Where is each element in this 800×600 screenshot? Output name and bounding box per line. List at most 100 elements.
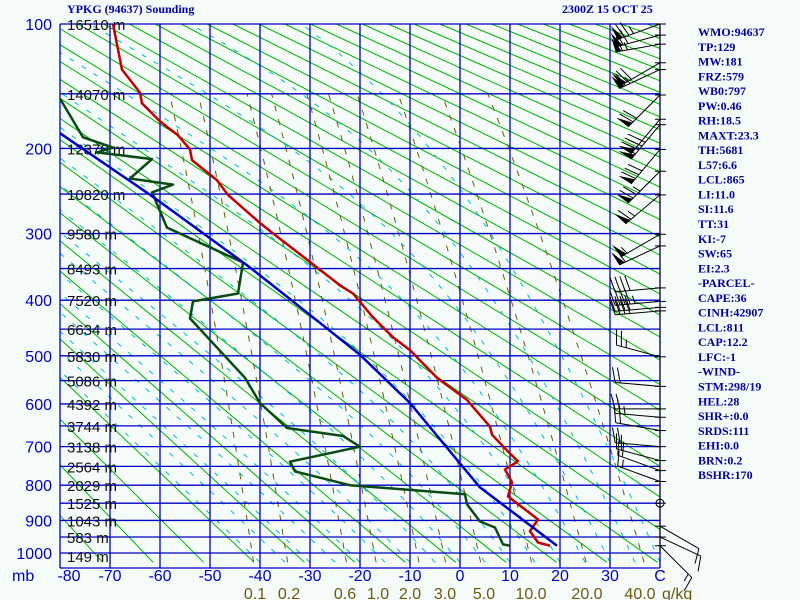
- dry-adiabat: [60, 464, 154, 563]
- mixing-ratio-line: [356, 93, 482, 563]
- barb-full: [621, 171, 636, 180]
- barb-full: [624, 289, 631, 305]
- barb-staff: [630, 149, 661, 185]
- sounding-index: BSHR:170: [698, 468, 753, 482]
- barb-pennant: [614, 213, 631, 224]
- barb-full: [616, 367, 621, 383]
- temperature-tick-label: -60: [148, 568, 171, 585]
- dry-adiabat: [60, 117, 660, 531]
- dry-adiabat: [60, 338, 305, 563]
- pressure-tick-label: 100: [25, 17, 52, 34]
- mixing-ratio-line: [169, 93, 254, 563]
- dry-adiabat: [258, 24, 660, 221]
- barb-full: [621, 146, 636, 155]
- height-label: 1043 m: [67, 513, 117, 530]
- mixing-ratio-line: [397, 93, 532, 563]
- barb-staff: [617, 454, 661, 472]
- barb-full: [619, 276, 626, 292]
- barb-full: [616, 427, 621, 444]
- sounding-index: L57:6.6: [698, 158, 737, 172]
- barb-staff: [616, 34, 661, 48]
- dry-adiabat: [60, 212, 507, 563]
- barb-pennant: [611, 75, 625, 89]
- barb-full: [622, 186, 637, 196]
- pressure-tick-label: 700: [25, 440, 52, 457]
- moist-adiabat: [60, 252, 411, 563]
- mixing-ratio-label: 0.6: [334, 586, 356, 600]
- wind-barb: [611, 245, 661, 266]
- temperature-tick-label: -50: [198, 568, 221, 585]
- sounding-index: -PARCEL-: [698, 276, 754, 290]
- pressure-tick-label: 900: [25, 513, 52, 530]
- barb-pennant: [618, 175, 635, 184]
- moist-adiabat: [60, 330, 311, 563]
- sounding-index: SW:65: [698, 247, 732, 261]
- barb-staff: [616, 448, 661, 462]
- wind-barb: [618, 149, 661, 185]
- sounding-index: BRN:0.2: [698, 453, 742, 467]
- moist-adiabat: [60, 350, 286, 563]
- grid: [59, 23, 661, 569]
- barb-full: [614, 276, 621, 292]
- mixing-ratio-line: [441, 93, 587, 563]
- barb-full: [609, 277, 616, 292]
- pressure-tick-label: 300: [25, 227, 52, 244]
- sounding-index: CAPE:36: [698, 291, 747, 305]
- sounding-index: EI:2.3: [698, 261, 730, 275]
- mixing-ratio-line: [246, 93, 347, 563]
- dry-adiabat: [336, 24, 660, 173]
- sounding-index: MAXT:23.3: [698, 128, 759, 142]
- wind-barb: [617, 439, 661, 472]
- barb-half: [623, 42, 628, 51]
- temperature-tick-label: 30: [601, 568, 619, 585]
- barb-half: [619, 255, 626, 263]
- barb-staff: [615, 287, 661, 293]
- barb-staff: [615, 310, 661, 316]
- temperature-tick-label: -20: [348, 568, 371, 585]
- barb-full: [613, 407, 617, 423]
- barb-staff: [617, 465, 661, 482]
- sounding-index: PW:0.46: [698, 99, 742, 113]
- sounding-index: CAP:12.2: [698, 335, 748, 349]
- wind-barb: [612, 427, 661, 448]
- wind-barb: [616, 433, 661, 462]
- mixing-ratio-label: 0.2: [278, 586, 300, 600]
- dry-adiabat: [388, 24, 660, 144]
- height-label: 3138 m: [67, 440, 117, 457]
- moist-adiabat: [60, 311, 336, 563]
- barb-full: [627, 163, 643, 172]
- barb-half: [627, 210, 636, 217]
- moist-adiabat: [189, 24, 636, 563]
- barb-staff: [627, 170, 661, 204]
- barb-full: [614, 296, 621, 312]
- barb-full: [617, 209, 632, 220]
- barb-pennant: [618, 151, 635, 160]
- sounding-index: FRZ:579: [698, 69, 744, 83]
- barb-pennant: [611, 244, 627, 257]
- barb-half: [628, 26, 635, 34]
- mixing-ratio-label: 20.0: [571, 586, 602, 600]
- temperature-tick-label: -40: [248, 568, 271, 585]
- wind-barb: [617, 450, 661, 482]
- pressure-unit-label: mb: [12, 568, 34, 585]
- background-lines: [60, 24, 660, 563]
- temperature-tick-label: 0: [456, 568, 465, 585]
- barb-full: [624, 275, 631, 291]
- barb-full: [624, 167, 639, 176]
- dewpoint-line: [60, 97, 511, 547]
- barb-staff: [630, 124, 661, 160]
- sounding-index: SHR+:0.0: [698, 409, 749, 423]
- barb-full: [619, 295, 626, 311]
- barb-full: [619, 189, 634, 199]
- mixing-ratio-label: 10.0: [515, 586, 546, 600]
- barb-full: [619, 299, 626, 315]
- barb-staff: [659, 545, 693, 578]
- dry-adiabat: [180, 24, 660, 275]
- barb-staff: [625, 194, 661, 225]
- dry-adiabat: [439, 24, 660, 118]
- mixing-ratio-label: 5.0: [473, 586, 495, 600]
- height-label: 14070 m: [67, 87, 125, 104]
- barb-full: [620, 67, 632, 80]
- sounding-index: LFC:-1: [698, 350, 736, 364]
